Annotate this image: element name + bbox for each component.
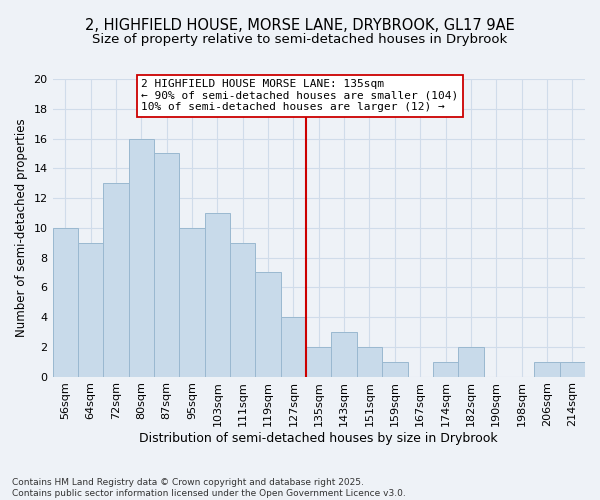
Bar bbox=[281, 317, 306, 376]
Bar bbox=[306, 347, 331, 376]
Bar bbox=[331, 332, 357, 376]
Bar bbox=[560, 362, 585, 376]
Bar bbox=[78, 242, 103, 376]
Text: 2, HIGHFIELD HOUSE, MORSE LANE, DRYBROOK, GL17 9AE: 2, HIGHFIELD HOUSE, MORSE LANE, DRYBROOK… bbox=[85, 18, 515, 32]
Text: 2 HIGHFIELD HOUSE MORSE LANE: 135sqm
← 90% of semi-detached houses are smaller (: 2 HIGHFIELD HOUSE MORSE LANE: 135sqm ← 9… bbox=[141, 79, 458, 112]
Bar bbox=[154, 154, 179, 376]
Y-axis label: Number of semi-detached properties: Number of semi-detached properties bbox=[15, 118, 28, 337]
Text: Contains HM Land Registry data © Crown copyright and database right 2025.
Contai: Contains HM Land Registry data © Crown c… bbox=[12, 478, 406, 498]
Bar bbox=[433, 362, 458, 376]
Bar bbox=[357, 347, 382, 376]
Bar bbox=[534, 362, 560, 376]
Bar bbox=[458, 347, 484, 376]
Bar bbox=[53, 228, 78, 376]
Bar bbox=[230, 242, 256, 376]
Bar bbox=[128, 138, 154, 376]
Bar bbox=[256, 272, 281, 376]
Bar bbox=[382, 362, 407, 376]
Bar bbox=[103, 183, 128, 376]
Bar bbox=[205, 213, 230, 376]
Bar bbox=[179, 228, 205, 376]
Text: Size of property relative to semi-detached houses in Drybrook: Size of property relative to semi-detach… bbox=[92, 32, 508, 46]
X-axis label: Distribution of semi-detached houses by size in Drybrook: Distribution of semi-detached houses by … bbox=[139, 432, 498, 445]
